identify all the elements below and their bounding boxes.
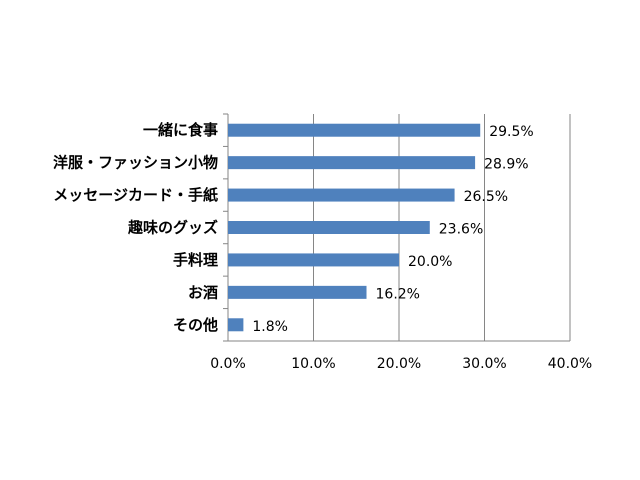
- value-label: 1.8%: [252, 319, 288, 335]
- bar: [228, 221, 430, 234]
- value-labels: 29.5% 28.9% 26.5% 23.6% 20.0% 16.2% 1.8%: [252, 124, 533, 335]
- x-tick-label: 40.0%: [548, 356, 592, 372]
- category-label: 一緒に食事: [143, 121, 218, 139]
- x-tick-labels: 0.0% 10.0% 20.0% 30.0% 40.0%: [210, 356, 592, 372]
- value-label: 26.5%: [464, 189, 508, 205]
- bar: [228, 123, 481, 137]
- bars: [228, 123, 481, 332]
- bar: [228, 156, 476, 170]
- category-label: 手料理: [173, 251, 218, 269]
- x-tick-label: 20.0%: [377, 356, 421, 372]
- bar: [228, 318, 244, 332]
- value-label: 16.2%: [376, 286, 420, 302]
- category-label: メッセージカード・手紙: [53, 186, 218, 204]
- bar: [228, 188, 455, 202]
- x-tick-label: 30.0%: [462, 356, 506, 372]
- bar: [228, 285, 367, 299]
- bar: [228, 253, 399, 267]
- category-label: お酒: [188, 283, 218, 301]
- value-label: 20.0%: [408, 254, 452, 270]
- category-label: 趣味のグッズ: [127, 219, 218, 237]
- value-label: 28.9%: [484, 157, 528, 173]
- value-label: 29.5%: [489, 124, 533, 140]
- category-labels: 一緒に食事洋服・ファッション小物メッセージカード・手紙趣味のグッズ手料理お酒その…: [53, 121, 218, 334]
- value-label: 23.6%: [439, 222, 483, 238]
- category-label: その他: [173, 316, 218, 334]
- x-tick-label: 0.0%: [210, 356, 246, 372]
- x-tick-label: 10.0%: [291, 356, 335, 372]
- category-label: 洋服・ファッション小物: [53, 154, 218, 172]
